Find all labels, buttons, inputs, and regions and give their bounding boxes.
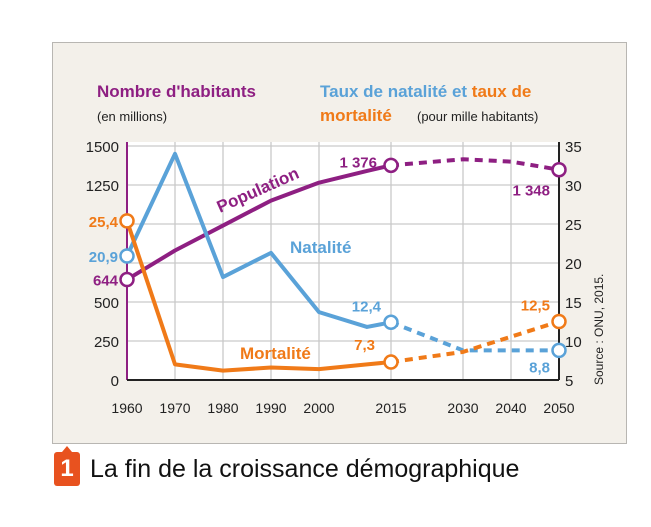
data-label: 12,5 bbox=[521, 298, 550, 315]
series-name-natalite: Natalité bbox=[290, 238, 351, 257]
data-point-marker bbox=[551, 342, 567, 359]
data-label: 8,8 bbox=[529, 359, 550, 376]
series-name-mortalite: Mortalité bbox=[240, 344, 311, 363]
data-label: 12,4 bbox=[352, 298, 382, 315]
right-tick-label: 35 bbox=[565, 139, 582, 156]
right-tick-label: 30 bbox=[565, 178, 582, 195]
left-axis-unit: (en millions) bbox=[97, 109, 167, 124]
left-axis-title: Nombre d'habitants bbox=[97, 82, 256, 101]
data-point-marker bbox=[119, 213, 135, 229]
left-tick-label: 250 bbox=[94, 334, 119, 351]
right-axis-title-part: et bbox=[447, 82, 472, 101]
x-tick-label: 2015 bbox=[375, 400, 406, 416]
data-point-marker bbox=[383, 157, 399, 174]
left-tick-label: 500 bbox=[94, 295, 119, 312]
x-tick-label: 2040 bbox=[495, 400, 526, 416]
right-axis-title: Taux de natalité et taux de bbox=[320, 82, 531, 101]
data-point-marker bbox=[119, 248, 135, 264]
x-tick-label: 2030 bbox=[447, 400, 478, 416]
plot-area bbox=[127, 142, 559, 380]
x-tick-label: 1970 bbox=[159, 400, 190, 416]
right-axis-title-mortalite: mortalité bbox=[320, 106, 392, 125]
right-tick-label: 10 bbox=[565, 334, 582, 351]
series-projection-population bbox=[390, 157, 560, 172]
data-label: 644 bbox=[93, 273, 119, 290]
data-label: 1 348 bbox=[512, 183, 550, 200]
right-axis-title-part: taux de bbox=[472, 82, 532, 101]
left-tick-label: 1500 bbox=[86, 139, 119, 156]
right-axis-unit: (pour mille habitants) bbox=[417, 109, 538, 124]
series-line-population bbox=[125, 163, 392, 282]
data-label: 7,3 bbox=[354, 337, 375, 354]
x-tick-label: 2050 bbox=[543, 400, 574, 416]
data-point-marker bbox=[551, 161, 567, 178]
series-line-mortalité bbox=[125, 220, 392, 373]
data-label: 25,4 bbox=[89, 214, 119, 231]
data-point-marker bbox=[383, 354, 399, 370]
x-tick-label: 1990 bbox=[255, 400, 286, 416]
figure-number-badge: 1 bbox=[54, 446, 80, 486]
left-tick-label: 1250 bbox=[86, 178, 119, 195]
right-tick-label: 15 bbox=[565, 295, 582, 312]
data-point-marker bbox=[551, 313, 567, 330]
data-point-marker bbox=[383, 314, 399, 331]
data-point-marker bbox=[119, 271, 135, 288]
right-tick-label: 5 bbox=[565, 373, 573, 390]
data-label: 20,9 bbox=[89, 249, 118, 266]
left-tick-label: 0 bbox=[111, 373, 119, 390]
x-tick-label: 2000 bbox=[303, 400, 334, 416]
figure-caption: 1 La fin de la croissance démographique bbox=[54, 446, 520, 486]
right-axis-title-part: Taux de natalité bbox=[320, 82, 447, 101]
x-tick-label: 1980 bbox=[207, 400, 238, 416]
series-projection-mortalité bbox=[390, 319, 560, 365]
figure-title: La fin de la croissance démographique bbox=[90, 454, 520, 483]
data-label: 1 376 bbox=[339, 154, 377, 171]
right-tick-label: 25 bbox=[565, 217, 582, 234]
series-line-natalité bbox=[125, 151, 392, 329]
x-tick-label: 1960 bbox=[111, 400, 142, 416]
source-note: Source : ONU, 2015. bbox=[592, 274, 606, 385]
right-tick-label: 20 bbox=[565, 256, 582, 273]
